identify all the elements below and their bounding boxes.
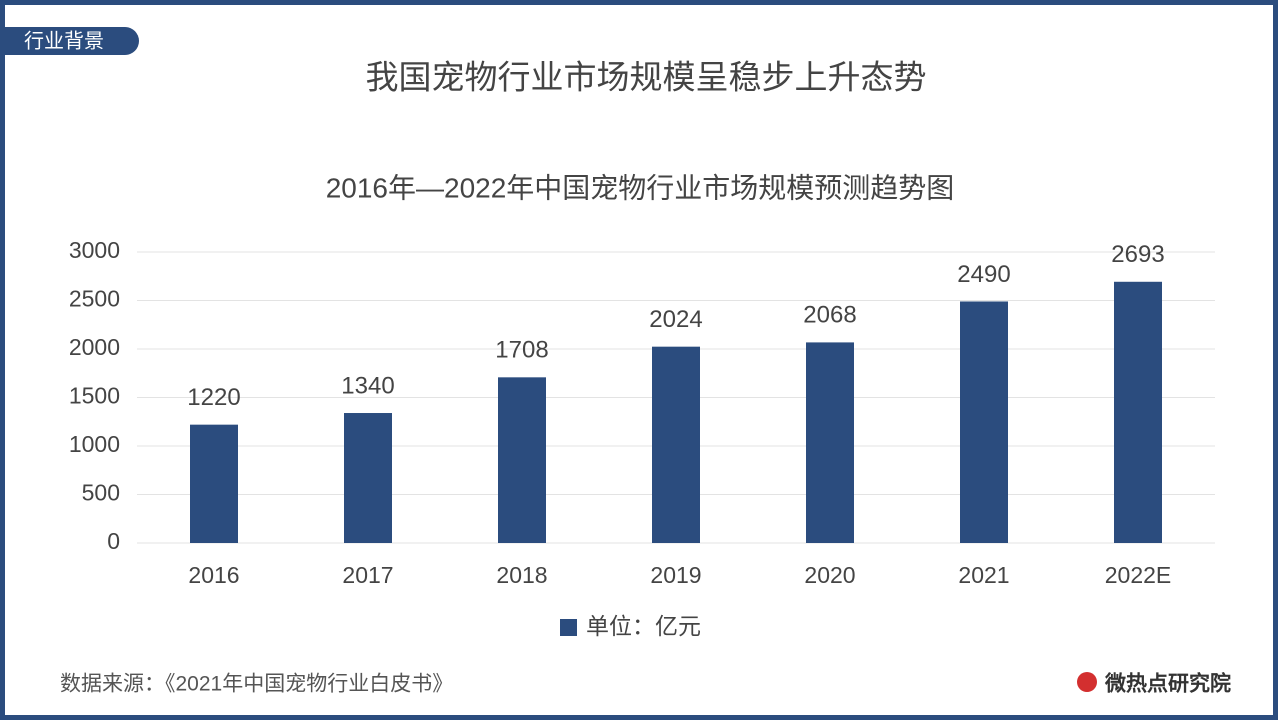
- x-tick-label: 2016: [188, 562, 239, 588]
- bar: [806, 342, 854, 543]
- x-tick-label: 2021: [958, 562, 1009, 588]
- y-tick-label: 2500: [69, 286, 120, 312]
- bar: [498, 377, 546, 543]
- data-label: 2490: [957, 261, 1010, 288]
- data-label: 1708: [495, 337, 548, 364]
- data-label: 2068: [803, 302, 856, 329]
- brand: 微热点研究院: [1104, 672, 1231, 696]
- data-label: 1340: [341, 372, 394, 399]
- bar: [1114, 281, 1162, 543]
- brand-logo: [1077, 672, 1097, 692]
- x-tick-label: 2022E: [1105, 562, 1172, 588]
- tag-background: [5, 27, 139, 55]
- legend-label: 单位：亿元: [586, 613, 701, 639]
- y-tick-label: 2000: [69, 334, 120, 360]
- legend-swatch: [560, 619, 577, 636]
- data-label: 1220: [187, 384, 240, 411]
- y-tick-label: 0: [107, 528, 120, 554]
- bar: [960, 301, 1008, 543]
- y-tick-label: 500: [82, 480, 120, 506]
- source: 数据来源：《2021年中国宠物行业白皮书》: [60, 673, 453, 696]
- y-tick-label: 1000: [69, 431, 120, 457]
- x-tick-label: 2018: [496, 562, 547, 588]
- data-label: 2693: [1111, 241, 1164, 268]
- bar: [190, 424, 238, 543]
- x-tick-label: 2020: [804, 562, 855, 588]
- y-tick-label: 3000: [69, 237, 120, 263]
- chart-title: 2016年—2022年中国宠物行业市场规模预测趋势图: [326, 172, 955, 203]
- tag: 行业背景: [24, 29, 104, 52]
- x-tick-label: 2019: [650, 562, 701, 588]
- bar: [344, 413, 392, 543]
- x-tick-label: 2017: [342, 562, 393, 588]
- data-label: 2024: [649, 306, 702, 333]
- bar: [652, 346, 700, 543]
- y-tick-label: 1500: [69, 383, 120, 409]
- page-title: 我国宠物行业市场规模呈稳步上升态势: [366, 59, 927, 96]
